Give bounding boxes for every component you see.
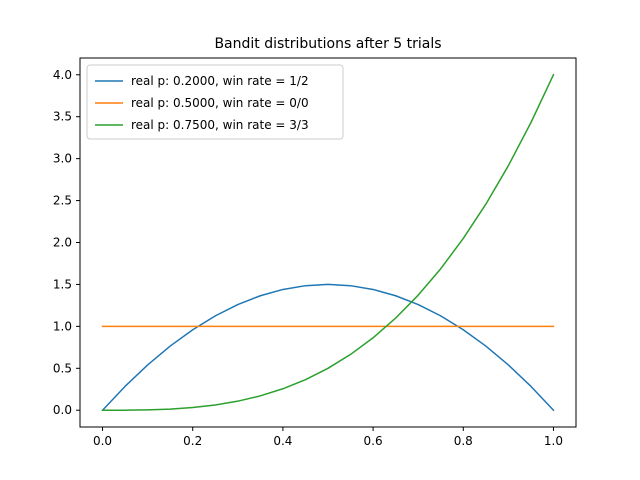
- y-tick-label: 2.0: [53, 236, 72, 250]
- legend-label-2: real p: 0.5000, win rate = 0/0: [131, 96, 309, 110]
- y-tick-label: 0.5: [53, 361, 72, 375]
- x-tick-label: 0.6: [364, 434, 383, 448]
- series-layer: [101, 73, 555, 412]
- y-tick-label: 1.5: [53, 277, 72, 291]
- y-tick-label: 4.0: [53, 68, 72, 82]
- x-axis: 0.0 0.2 0.4 0.6 0.8 1.0: [93, 427, 563, 448]
- x-tick-label: 0.2: [183, 434, 202, 448]
- y-axis: 0.0 0.5 1.0 1.5 2.0 2.5 3.0 3.5 4.0: [53, 68, 80, 417]
- x-tick-label: 0.4: [273, 434, 292, 448]
- legend-label-3: real p: 0.7500, win rate = 3/3: [131, 118, 309, 132]
- legend: real p: 0.2000, win rate = 1/2 real p: 0.…: [86, 64, 344, 140]
- y-tick-label: 2.5: [53, 194, 72, 208]
- x-tick-label: 0.0: [93, 434, 112, 448]
- series-line-1: [101, 283, 555, 412]
- chart-title: Bandit distributions after 5 trials: [214, 36, 441, 52]
- legend-box: [86, 64, 344, 140]
- x-tick-label: 0.8: [454, 434, 473, 448]
- y-tick-label: 3.5: [53, 110, 72, 124]
- y-tick-label: 3.0: [53, 152, 72, 166]
- series-line-3: [101, 73, 555, 411]
- x-tick-label: 1.0: [544, 434, 563, 448]
- y-tick-label: 1.0: [53, 319, 72, 333]
- legend-label-1: real p: 0.2000, win rate = 1/2: [131, 74, 309, 88]
- y-tick-label: 0.0: [53, 403, 72, 417]
